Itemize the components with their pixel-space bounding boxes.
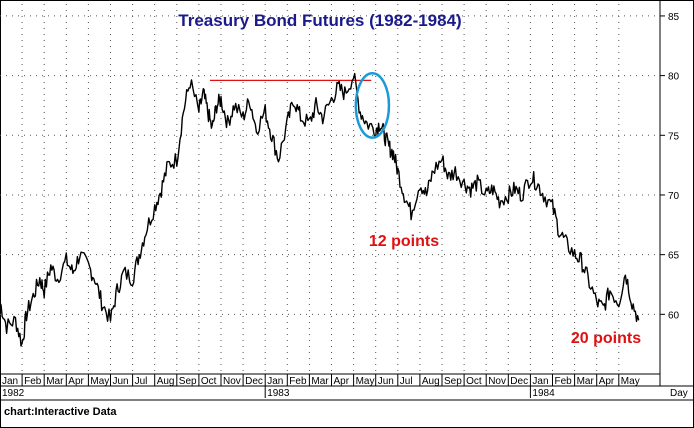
year-label: 1983 (267, 388, 290, 399)
x-tick-label: May (356, 376, 375, 387)
annotation-20-points: 20 points (571, 330, 641, 347)
x-tick-label: Mar (577, 376, 595, 387)
top-highlight-ellipse (354, 71, 391, 139)
x-tick-label: Feb (24, 376, 42, 387)
source-credit: chart:Interactive Data (4, 406, 117, 418)
x-tick-label: Apr (334, 376, 350, 387)
grid (0, 4, 660, 374)
x-tick-label: Aug (157, 376, 175, 387)
x-tick-label: Jul (400, 376, 413, 387)
x-tick-label: Mar (311, 376, 329, 387)
x-tick-label: Feb (555, 376, 573, 387)
x-tick-label: Jan (267, 376, 283, 387)
price-line (0, 72, 640, 347)
x-axis: Jan Feb Mar Apr May Jun Jul Aug Sep Oct Nov Dec Jan F… (0, 373, 694, 401)
x-tick-label: Jan (2, 376, 18, 387)
x-tick-label: Apr (599, 376, 615, 387)
x-tick-label: Nov (488, 376, 506, 387)
y-tick-label: 80 (668, 72, 680, 83)
chart-title: Treasury Bond Futures (1982-1984) (178, 11, 461, 30)
x-tick-label: Feb (289, 376, 307, 387)
x-tick-label: Dec (510, 376, 528, 387)
y-tick-label: 75 (668, 131, 680, 142)
x-tick-label: Mar (46, 376, 64, 387)
y-tick-label: 65 (668, 251, 680, 262)
x-tick-label: Aug (422, 376, 440, 387)
x-tick-label: Sep (179, 376, 197, 387)
x-tick-label: Jun (378, 376, 394, 387)
x-tick-label: May (621, 376, 640, 387)
x-tick-label: Apr (68, 376, 84, 387)
x-tick-label: Jun (113, 376, 129, 387)
x-tick-label: Dec (245, 376, 263, 387)
year-label: 1982 (2, 388, 25, 399)
y-axis: 60 65 70 75 80 85 (659, 0, 680, 386)
x-tick-label: Jul (135, 376, 148, 387)
y-tick-label: 85 (668, 12, 680, 23)
x-tick-label: Jan (532, 376, 548, 387)
y-tick-label: 70 (668, 191, 680, 202)
y-tick-label: 60 (668, 310, 680, 321)
x-tick-label: May (90, 376, 109, 387)
x-tick-label: Sep (444, 376, 462, 387)
year-label: 1984 (532, 388, 555, 399)
annotation-12-points: 12 points (369, 233, 439, 250)
x-tick-label: Oct (466, 376, 482, 387)
x-tick-label: Nov (223, 376, 241, 387)
x-tick-label: Oct (201, 376, 217, 387)
price-series (0, 72, 640, 347)
x-axis-label: Day (670, 388, 688, 399)
